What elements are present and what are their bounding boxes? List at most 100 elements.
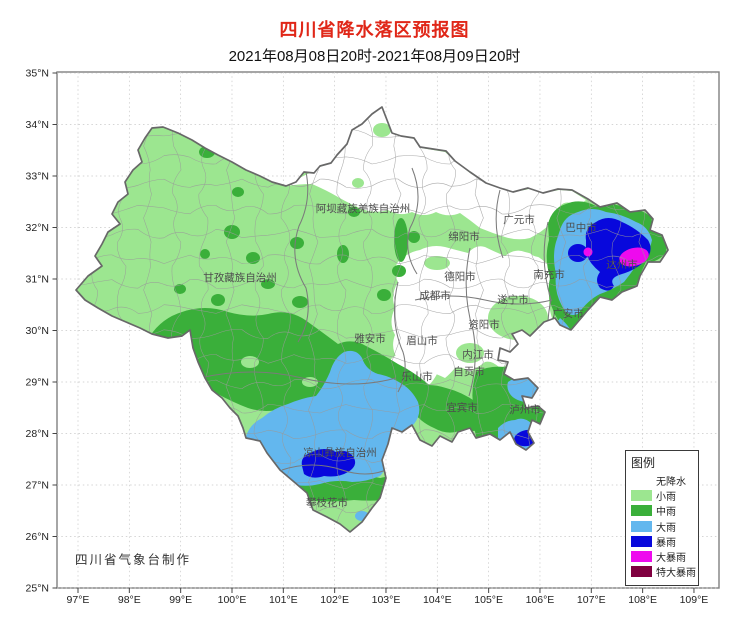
legend-swatch <box>631 505 652 517</box>
county-line <box>60 79 710 88</box>
light-rain-patch <box>529 243 551 257</box>
moderate-rain-patch <box>337 245 349 263</box>
prefecture-border <box>294 151 309 343</box>
x-tick-label: 99°E <box>169 594 192 606</box>
region-label: 攀枝花市 <box>306 496 348 509</box>
region-label: 广安市 <box>552 307 584 320</box>
moderate-rain-patch <box>394 218 408 262</box>
y-tick-label: 34°N <box>26 119 49 131</box>
moderate-rain-patch <box>224 225 240 239</box>
legend-label: 无降水 <box>656 477 686 489</box>
y-tick-label: 35°N <box>26 68 49 80</box>
x-tick-label: 102°E <box>320 594 349 606</box>
x-tick-label: 108°E <box>628 594 657 606</box>
moderate-rain-patch <box>292 296 308 308</box>
county-line <box>583 107 594 532</box>
y-tick-label: 30°N <box>26 325 49 337</box>
region-label: 内江市 <box>462 348 494 361</box>
county-line <box>76 254 668 265</box>
legend-label: 大暴雨 <box>656 553 686 565</box>
x-tick-label: 98°E <box>118 594 141 606</box>
y-tick-label: 25°N <box>26 583 49 595</box>
legend-item: 无降水 <box>631 473 698 488</box>
county-line <box>88 107 99 532</box>
moderate-rain-patch <box>392 265 406 277</box>
precipitation-layers <box>150 108 667 522</box>
prefecture-border <box>199 371 397 385</box>
region-label: 甘孜藏族自治州 <box>203 271 277 284</box>
moderate-rain-patch <box>290 237 304 249</box>
heavy-rain-south-band <box>246 350 420 486</box>
x-tick-label: 100°E <box>218 594 247 606</box>
heavy-rainstorm-spot <box>619 247 649 267</box>
legend-swatch <box>631 520 652 532</box>
moderate-rain-patch <box>232 187 244 197</box>
y-tick-label: 27°N <box>26 480 49 492</box>
credit-text: 四川省气象台制作 <box>75 553 192 567</box>
legend-item: 大暴雨 <box>631 549 698 564</box>
legend: 图例 无降水 小雨 中雨 大雨 暴雨 大暴雨 特大暴雨 <box>625 450 699 586</box>
prefecture-boundaries <box>199 151 554 475</box>
legend-label: 暴雨 <box>656 537 676 549</box>
no-precip-north <box>286 108 586 240</box>
legend-swatch <box>631 566 652 578</box>
region-label: 眉山市 <box>406 334 438 347</box>
legend-label: 大雨 <box>656 522 676 534</box>
moderate-rain-patch <box>211 294 225 306</box>
county-line <box>61 74 71 602</box>
region-label: 自贡市 <box>453 365 485 378</box>
legend-item: 特大暴雨 <box>631 564 698 579</box>
region-label: 南充市 <box>533 268 565 281</box>
x-tick-label: 105°E <box>474 594 503 606</box>
heavy-rain-spot <box>570 367 586 381</box>
x-tick-label: 109°E <box>680 594 709 606</box>
legend-label: 特大暴雨 <box>656 568 696 580</box>
rainstorm-spot <box>573 369 583 377</box>
legend-swatch <box>631 551 652 563</box>
region-label: 成都市 <box>419 289 451 302</box>
county-line <box>528 107 539 532</box>
y-tick-label: 28°N <box>26 428 49 440</box>
light-rain-patch <box>488 296 548 340</box>
y-tick-label: 32°N <box>26 222 49 234</box>
moderate-rain-yibin <box>412 385 487 433</box>
y-tick-label: 29°N <box>26 377 49 389</box>
legend-label: 中雨 <box>656 507 676 519</box>
x-tick-label: 103°E <box>372 594 401 606</box>
county-line <box>336 107 347 532</box>
region-label: 宜宾市 <box>446 401 478 414</box>
x-tick-label: 101°E <box>269 594 298 606</box>
moderate-rain-patch <box>408 231 420 243</box>
county-line <box>116 107 127 532</box>
x-tick-label: 106°E <box>526 594 555 606</box>
legend-label: 小雨 <box>656 492 676 504</box>
light-rain-patch <box>241 356 259 368</box>
county-line <box>556 107 567 532</box>
page-title: 四川省降水落区预报图 <box>279 20 470 40</box>
region-label: 泸州市 <box>509 403 541 416</box>
region-label: 乐山市 <box>401 370 433 383</box>
y-tick-label: 31°N <box>26 274 49 286</box>
region-label: 广元市 <box>503 213 535 226</box>
legend-item: 大雨 <box>631 519 698 534</box>
x-tick-label: 97°E <box>67 594 90 606</box>
region-label: 达州市 <box>606 258 638 271</box>
region-label: 德阳市 <box>444 270 476 283</box>
moderate-rain-patch <box>348 207 360 217</box>
county-line <box>76 453 668 464</box>
x-tick-label: 107°E <box>577 594 606 606</box>
region-label: 雅安市 <box>354 332 386 345</box>
county-line <box>610 107 622 532</box>
light-rain-patch <box>373 123 391 137</box>
region-label: 资阳市 <box>468 318 500 331</box>
county-line <box>76 529 668 532</box>
county-line <box>76 228 668 239</box>
prefecture-border <box>281 464 387 475</box>
light-rain-patch <box>352 178 364 188</box>
legend-item: 中雨 <box>631 503 698 518</box>
moderate-rain-patch <box>174 284 186 294</box>
legend-swatch <box>631 490 652 502</box>
province-border <box>75 106 669 533</box>
axis-ticks <box>52 72 695 593</box>
